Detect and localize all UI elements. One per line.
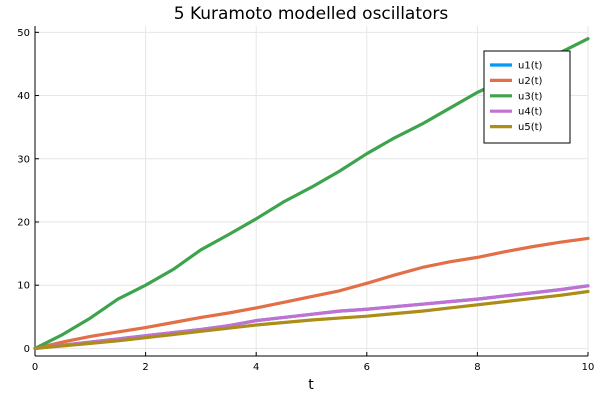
y-tick-label: 50	[17, 28, 30, 39]
y-tick-label: 20	[17, 217, 30, 228]
legend-label-1: u1(t)	[518, 61, 543, 72]
axes	[34, 26, 589, 357]
y-tick-label: 40	[17, 91, 30, 102]
tick-labels: 0 2 4 6 8 10 0 10 20 30 40 50	[17, 28, 594, 373]
series-line-5	[33, 289, 590, 351]
y-tick-label: 10	[17, 281, 30, 292]
x-tick-label: 6	[364, 362, 370, 373]
legend-label-5: u5(t)	[518, 122, 543, 133]
y-tick-label: 30	[17, 154, 30, 165]
legend: u1(t) u2(t) u3(t) u4(t) u5(t)	[483, 50, 571, 144]
legend-label-4: u4(t)	[518, 107, 543, 118]
x-tick-label: 2	[142, 362, 148, 373]
x-tick-label: 4	[253, 362, 259, 373]
chart-title: 5 Kuramoto modelled oscillators	[174, 4, 449, 24]
series-line-2	[33, 236, 590, 351]
grid	[34, 26, 589, 356]
x-tick-label: 10	[582, 362, 595, 373]
y-tick-label: 0	[24, 344, 30, 355]
x-tick-label: 8	[474, 362, 480, 373]
legend-label-3: u3(t)	[518, 91, 543, 102]
legend-label-2: u2(t)	[518, 76, 543, 87]
series-line-4	[33, 284, 590, 351]
x-axis-label: t	[308, 377, 314, 393]
x-tick-label: 0	[32, 362, 38, 373]
